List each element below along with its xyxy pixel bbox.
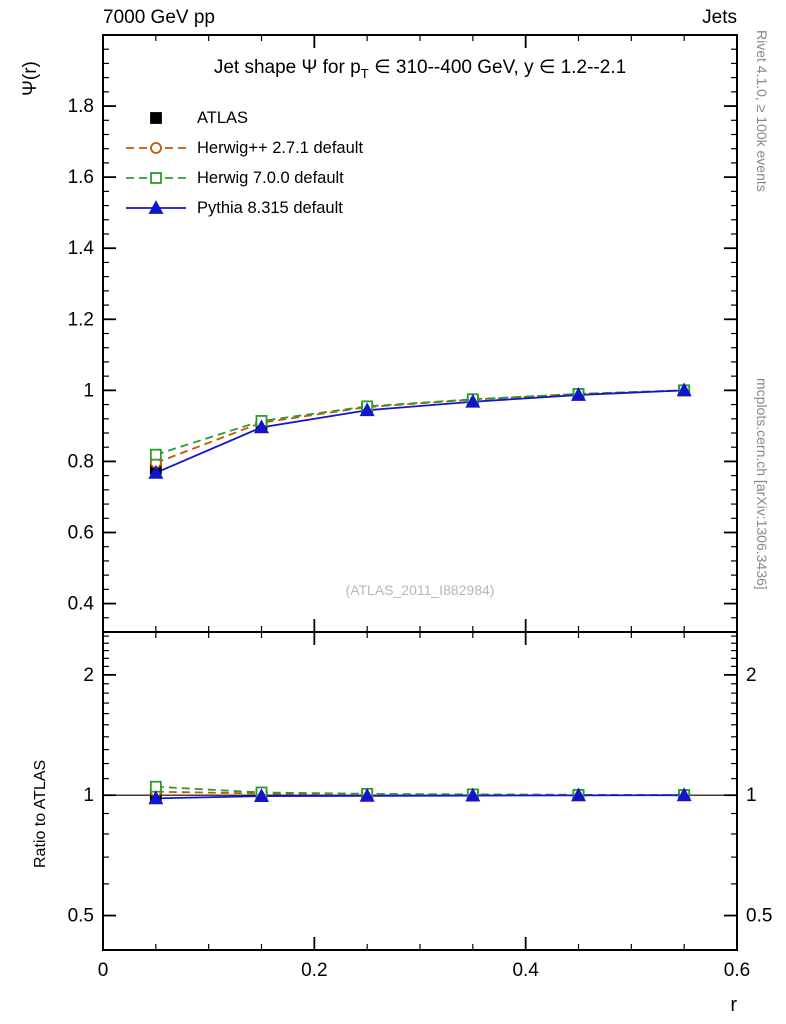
legend-item: Pythia 8.315 default xyxy=(125,193,363,223)
title-suffix: ∈ 310--400 GeV, y ∈ 1.2--2.1 xyxy=(368,57,627,78)
legend-label: Herwig++ 2.7.1 default xyxy=(197,138,364,157)
x-tick-label: 0.2 xyxy=(301,960,327,981)
y-axis-label-main: Ψ(r) xyxy=(20,61,41,96)
legend-item: ATLAS xyxy=(125,103,363,133)
y-axis-label-ratio: Ratio to ATLAS xyxy=(32,759,49,868)
title-prefix: Jet shape Ψ for p xyxy=(213,57,361,78)
y-tick-label-main: 0.6 xyxy=(68,523,94,544)
process-label: Jets xyxy=(702,7,737,28)
legend-label: Herwig 7.0.0 default xyxy=(197,168,344,187)
triangle-marker-icon xyxy=(126,200,186,214)
y-tick-label-ratio: 0.5 xyxy=(68,906,94,927)
y-tick-label-main: 1.2 xyxy=(68,309,94,330)
legend-label: ATLAS xyxy=(197,108,249,127)
legend-item: Herwig 7.0.0 default xyxy=(125,163,363,193)
plot-title: Jet shape Ψ for pT ∈ 310--400 GeV, y ∈ 1… xyxy=(103,56,737,81)
rivet-version-label: Rivet 4.1.0, ≥ 100k events xyxy=(754,30,770,192)
beam-energy-label: 7000 GeV pp xyxy=(103,7,215,28)
x-axis-label: r xyxy=(730,994,737,1016)
mcplots-credit-label: mcplots.cern.ch [arXiv:1306.3436] xyxy=(754,378,770,590)
x-tick-label: 0.6 xyxy=(724,960,750,981)
y-tick-label-main: 0.8 xyxy=(68,451,94,472)
circle-marker-icon xyxy=(126,142,186,154)
x-tick-label: 0 xyxy=(98,960,109,981)
y-tick-label-main: 1.4 xyxy=(68,238,95,259)
square-marker-icon xyxy=(126,172,186,184)
y-tick-label-main: 0.4 xyxy=(68,594,95,615)
x-tick-label: 0.4 xyxy=(512,960,539,981)
y-tick-label-main: 1 xyxy=(83,380,94,401)
y-tick-label-ratio: 1 xyxy=(83,785,94,806)
y-tick-label-ratio: 2 xyxy=(83,665,94,686)
y-tick-label-ratio: 2 xyxy=(746,665,757,686)
title-subscript: T xyxy=(360,65,369,81)
y-tick-label-main: 1.8 xyxy=(68,96,94,117)
legend: ATLAS Herwig++ 2.7.1 default Herwig 7.0.0 … xyxy=(125,103,363,223)
square-marker-icon xyxy=(150,112,162,124)
legend-label: Pythia 8.315 default xyxy=(197,198,343,217)
y-tick-label-main: 1.6 xyxy=(68,167,94,188)
y-tick-label-ratio: 0.5 xyxy=(746,906,772,927)
legend-item: Herwig++ 2.7.1 default xyxy=(125,133,363,163)
analysis-id-watermark: (ATLAS_2011_I882984) xyxy=(345,582,495,598)
y-tick-label-ratio: 1 xyxy=(746,785,757,806)
